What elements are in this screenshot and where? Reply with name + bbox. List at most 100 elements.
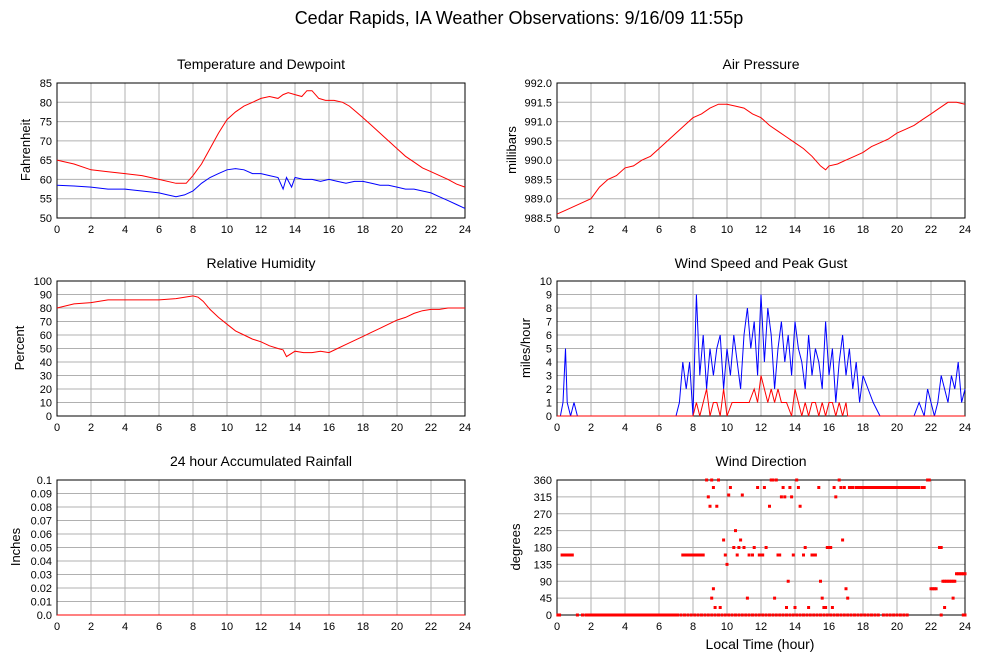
data-point xyxy=(630,613,634,617)
data-point xyxy=(669,613,673,617)
data-point xyxy=(628,613,632,617)
data-point xyxy=(616,613,620,617)
data-point xyxy=(873,486,877,489)
chart-title: Air Pressure xyxy=(722,56,799,72)
data-point xyxy=(958,572,962,576)
x-tick-label: 20 xyxy=(391,621,403,633)
x-tick-label: 24 xyxy=(459,422,471,434)
data-point xyxy=(689,613,693,617)
data-point xyxy=(900,486,904,489)
data-point xyxy=(832,613,836,617)
x-tick-label: 22 xyxy=(425,422,437,434)
chart-relative-humidity: Relative Humidity Percent 0 2 4 6 8 10 12 14 16 1… xyxy=(12,255,471,434)
data-point xyxy=(667,613,671,617)
data-point xyxy=(815,613,819,617)
data-point xyxy=(948,579,952,583)
y-tick-label: 989.0 xyxy=(524,194,552,206)
data-point xyxy=(830,606,834,609)
data-point xyxy=(575,613,579,617)
x-tick-label: 8 xyxy=(190,422,196,434)
data-point xyxy=(870,486,873,489)
data-point xyxy=(905,613,909,617)
y-tick-label: 0.02 xyxy=(31,583,52,595)
series-line-1 xyxy=(56,168,466,209)
data-point xyxy=(778,553,782,557)
data-point xyxy=(650,613,654,617)
x-tick-label: 4 xyxy=(122,422,128,434)
y-tick-label: 992.0 xyxy=(524,78,552,90)
x-tick-label: 0 xyxy=(554,621,560,633)
data-point xyxy=(805,613,809,617)
x-tick-label: 24 xyxy=(959,422,971,434)
data-point xyxy=(779,495,783,499)
data-point xyxy=(560,553,564,557)
x-tick-label: 14 xyxy=(789,224,801,236)
x-tick-label: 8 xyxy=(190,621,196,633)
y-tick-label: 0.09 xyxy=(31,489,52,501)
data-point xyxy=(706,495,710,499)
data-point xyxy=(943,579,947,583)
data-point xyxy=(829,613,833,617)
y-tick-label: 135 xyxy=(534,559,552,571)
data-point xyxy=(844,587,848,591)
data-point xyxy=(946,579,950,583)
data-point xyxy=(881,486,885,489)
data-point xyxy=(853,613,856,617)
data-point xyxy=(662,613,666,617)
x-tick-label: 2 xyxy=(588,422,594,434)
data-point xyxy=(866,486,870,489)
data-point xyxy=(856,613,860,617)
data-point xyxy=(887,486,890,489)
y-tick-label: 315 xyxy=(534,492,552,504)
x-tick-label: 18 xyxy=(857,621,869,633)
data-point xyxy=(615,613,618,617)
x-tick-label: 4 xyxy=(622,621,628,633)
data-point xyxy=(813,553,817,557)
y-tick-label: 70 xyxy=(40,136,52,148)
data-point xyxy=(642,613,646,617)
data-point xyxy=(812,613,816,617)
data-point xyxy=(834,495,838,499)
data-point xyxy=(718,606,722,609)
data-point xyxy=(802,613,805,617)
data-point xyxy=(880,486,884,489)
x-tick-label: 0 xyxy=(554,224,560,236)
data-point xyxy=(606,613,610,617)
y-tick-label: 988.5 xyxy=(524,213,552,225)
data-point xyxy=(820,596,824,600)
data-point xyxy=(713,606,717,609)
data-point xyxy=(686,553,690,557)
x-tick-label: 14 xyxy=(789,621,801,633)
data-point xyxy=(710,596,714,600)
data-point xyxy=(711,587,715,591)
y-tick-label: 8 xyxy=(546,303,552,315)
x-tick-label: 10 xyxy=(221,224,233,236)
data-point xyxy=(941,579,945,583)
data-point xyxy=(938,546,941,549)
data-point xyxy=(824,606,828,609)
data-point xyxy=(841,538,845,542)
x-tick-label: 14 xyxy=(289,621,301,633)
chart-air-pressure: Air Pressure millibars 0 2 4 6 8 10 12 14 16 18 20… xyxy=(504,56,971,236)
data-point xyxy=(861,486,865,489)
data-point xyxy=(963,572,967,576)
y-tick-label: 90 xyxy=(40,290,52,302)
x-tick-label: 2 xyxy=(588,621,594,633)
data-point xyxy=(849,613,853,617)
y-tick-label: 50 xyxy=(40,213,52,225)
y-tick-label: 0.07 xyxy=(31,516,52,528)
y-axis-label: degrees xyxy=(508,523,523,570)
data-point xyxy=(885,613,889,617)
data-point xyxy=(960,572,964,576)
data-point xyxy=(951,579,955,583)
y-tick-label: 991.0 xyxy=(524,117,552,129)
data-point xyxy=(931,587,935,591)
data-point xyxy=(737,546,741,549)
data-point xyxy=(679,613,683,617)
data-point xyxy=(633,613,637,617)
y-axis-label: Fahrenheit xyxy=(18,119,33,182)
data-point xyxy=(810,553,814,557)
y-tick-label: 180 xyxy=(534,543,552,555)
